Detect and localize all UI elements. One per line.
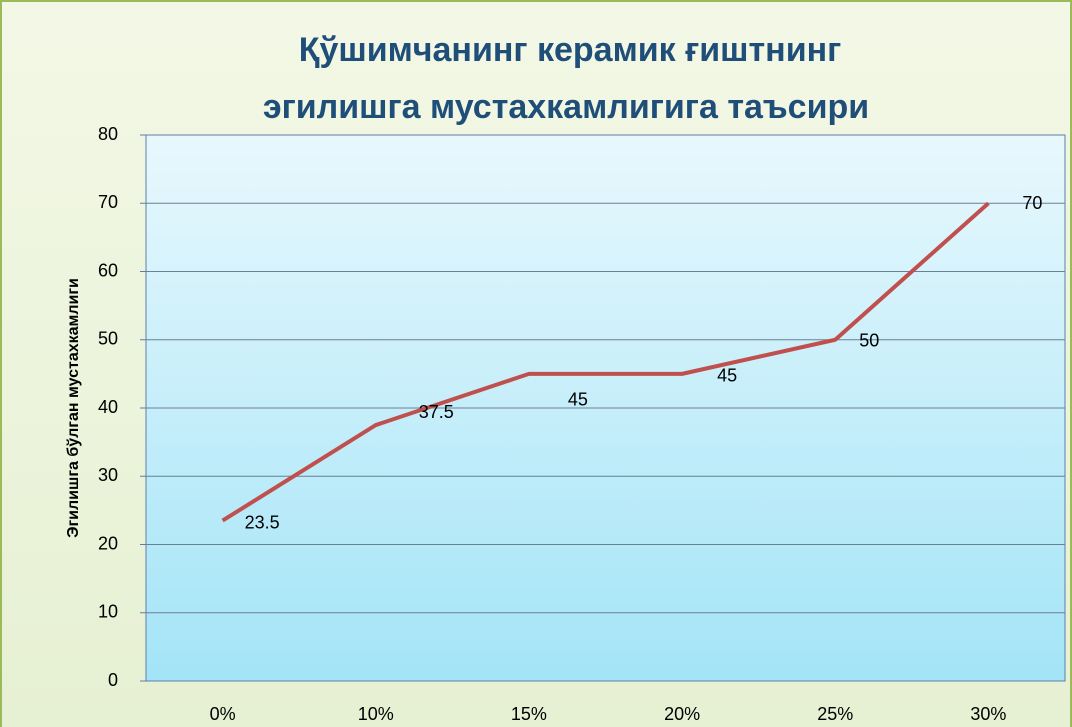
data-label: 45 [568, 390, 588, 410]
y-tick-label: 20 [98, 533, 118, 553]
chart-title: Қўшимчанинг керамик ғиштнинг [299, 31, 842, 69]
x-tick-label: 10% [358, 704, 394, 724]
x-tick-label: 15% [511, 704, 547, 724]
chart-title: эгилишга мустахкамлигига таъсири [263, 88, 869, 126]
x-tick-label: 25% [817, 704, 853, 724]
y-axis-label: Эгилишга бўлган мустахкамлиги [65, 278, 82, 538]
y-tick-label: 0 [108, 670, 118, 690]
data-label: 23.5 [245, 512, 280, 532]
y-tick-label: 10 [98, 602, 118, 622]
y-tick-label: 60 [98, 260, 118, 280]
y-tick-label: 70 [98, 192, 118, 212]
data-label: 50 [859, 331, 879, 351]
x-tick-label: 0% [210, 704, 236, 724]
y-tick-label: 50 [98, 329, 118, 349]
x-tick-label: 30% [970, 704, 1006, 724]
y-tick-label: 80 [98, 124, 118, 144]
line-series [221, 201, 990, 523]
x-tick-label: 20% [664, 704, 700, 724]
data-label: 70 [1022, 193, 1042, 213]
y-tick-label: 40 [98, 397, 118, 417]
data-label: 37.5 [419, 402, 454, 422]
y-tick-label: 30 [98, 465, 118, 485]
data-label: 45 [717, 366, 737, 386]
